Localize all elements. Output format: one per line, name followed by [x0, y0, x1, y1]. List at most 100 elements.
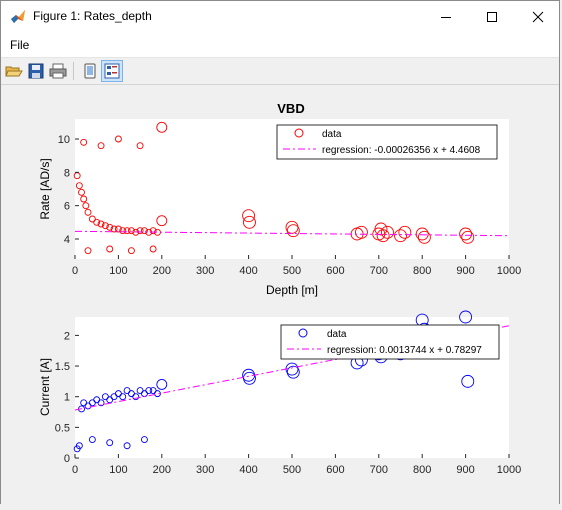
top-legend-marker-icon [294, 128, 304, 138]
data-point [127, 227, 135, 235]
data-point [286, 365, 300, 379]
x-tick-label: 700 [370, 464, 388, 476]
link-plot-button[interactable] [79, 60, 101, 82]
data-point [110, 225, 118, 233]
top-legend-regression-label: regression: -0.00026356 x + 4.4608 [322, 145, 481, 156]
x-tick-label: 100 [109, 265, 127, 277]
bottom-legend[interactable]: data regression: 0.0013744 x + 0.78297 [280, 324, 500, 360]
data-point [417, 230, 431, 244]
data-point [149, 227, 157, 235]
data-point [123, 227, 131, 235]
x-tick-label: 100 [109, 464, 127, 476]
x-tick-label: 800 [413, 265, 431, 277]
data-point [376, 229, 390, 243]
data-point [80, 138, 88, 146]
data-point [119, 393, 127, 401]
y-tick-label: 10 [58, 134, 70, 146]
bottom-regression-line [74, 325, 510, 411]
x-tick-label: 800 [413, 464, 431, 476]
minimize-icon [441, 16, 451, 18]
bottom-legend-regression-label: regression: 0.0013744 x + 0.78297 [327, 345, 482, 356]
save-button[interactable] [25, 60, 47, 82]
data-point [75, 442, 83, 450]
x-tick-label: 900 [456, 464, 474, 476]
y-tick-label: 0 [64, 453, 70, 465]
x-tick-label: 300 [196, 265, 214, 277]
top-x-axis-label: Depth [m] [266, 283, 318, 297]
data-point [145, 387, 153, 395]
menu-file[interactable]: File [10, 38, 30, 52]
print-button[interactable] [47, 60, 69, 82]
x-tick-label: 200 [153, 464, 171, 476]
title-bar[interactable]: Figure 1: Rates_depth [1, 1, 559, 32]
y-tick-label: 4 [64, 234, 70, 246]
toolbar-separator [73, 62, 74, 80]
data-point [156, 378, 168, 390]
matlab-logo-icon [11, 10, 25, 23]
open-button[interactable] [3, 60, 25, 82]
bottom-legend-marker-icon [298, 328, 308, 338]
data-point [93, 218, 101, 226]
top-legend-box [276, 124, 498, 160]
data-point [459, 310, 473, 324]
data-point [381, 225, 394, 239]
y-tick-label: 0.5 [55, 422, 70, 434]
data-point [149, 245, 157, 253]
figure-title: VBD [277, 101, 304, 116]
figure-svg: VBD 0 100 200 300 400 500 600 700 800 900 1000 468… [38, 101, 521, 476]
data-point [84, 247, 92, 255]
data-point [97, 399, 105, 407]
top-y-axis-label: Rate [AD/s] [38, 158, 52, 219]
data-point [415, 227, 429, 241]
minimize-button[interactable] [423, 1, 469, 32]
data-point [88, 215, 96, 223]
menu-bar: File [1, 32, 559, 58]
data-point [156, 215, 168, 227]
toolbar [1, 58, 559, 85]
link-icon [84, 63, 96, 79]
bottom-x-ticks: 0 100 200 300 400 500 600 700 800 900 1000 [72, 454, 521, 476]
data-point [394, 229, 407, 243]
maximize-icon [487, 11, 497, 22]
data-point [140, 436, 148, 444]
bottom-legend-data-label: data [327, 329, 347, 340]
top-axes[interactable]: 0 100 200 300 400 500 600 700 800 900 1000 4 6 8 10 D… [38, 119, 521, 297]
y-tick-label: 1 [64, 392, 70, 404]
maximize-button[interactable] [469, 1, 515, 32]
data-point [286, 224, 300, 238]
x-tick-label: 0 [72, 464, 78, 476]
data-point [132, 393, 140, 401]
x-tick-label: 1000 [497, 265, 521, 277]
data-point [461, 230, 475, 244]
window-title: Figure 1: Rates_depth [33, 9, 152, 23]
bottom-axes[interactable]: 0 100 200 300 400 500 600 700 800 900 1000 0 0.5 1 1.… [38, 310, 521, 476]
y-tick-label: 6 [64, 201, 70, 213]
data-point [97, 220, 105, 228]
data-point [398, 225, 412, 239]
data-point [84, 208, 92, 216]
bottom-y-ticks: 0 0.5 1 1.5 2 [55, 330, 79, 465]
data-point [123, 442, 131, 450]
data-point [88, 436, 96, 444]
x-tick-label: 600 [326, 265, 344, 277]
layout-button[interactable] [101, 60, 123, 82]
data-point [106, 245, 114, 253]
print-icon [49, 63, 67, 79]
bottom-y-axis-label: Current [A] [38, 358, 52, 416]
top-legend[interactable]: data regression: -0.00026356 x + 4.4608 [276, 124, 498, 160]
close-button[interactable] [515, 1, 561, 32]
data-point [78, 188, 85, 196]
data-point [154, 390, 161, 398]
x-tick-label: 1000 [497, 464, 521, 476]
x-tick-label: 300 [196, 464, 214, 476]
x-tick-label: 400 [239, 464, 257, 476]
data-point [243, 215, 256, 229]
top-y-ticks: 4 6 8 10 [58, 134, 79, 246]
data-point [374, 222, 388, 236]
layout-icon [104, 63, 120, 79]
data-point [127, 247, 135, 255]
y-tick-label: 8 [64, 167, 70, 179]
data-point [114, 135, 122, 143]
x-tick-label: 700 [370, 265, 388, 277]
